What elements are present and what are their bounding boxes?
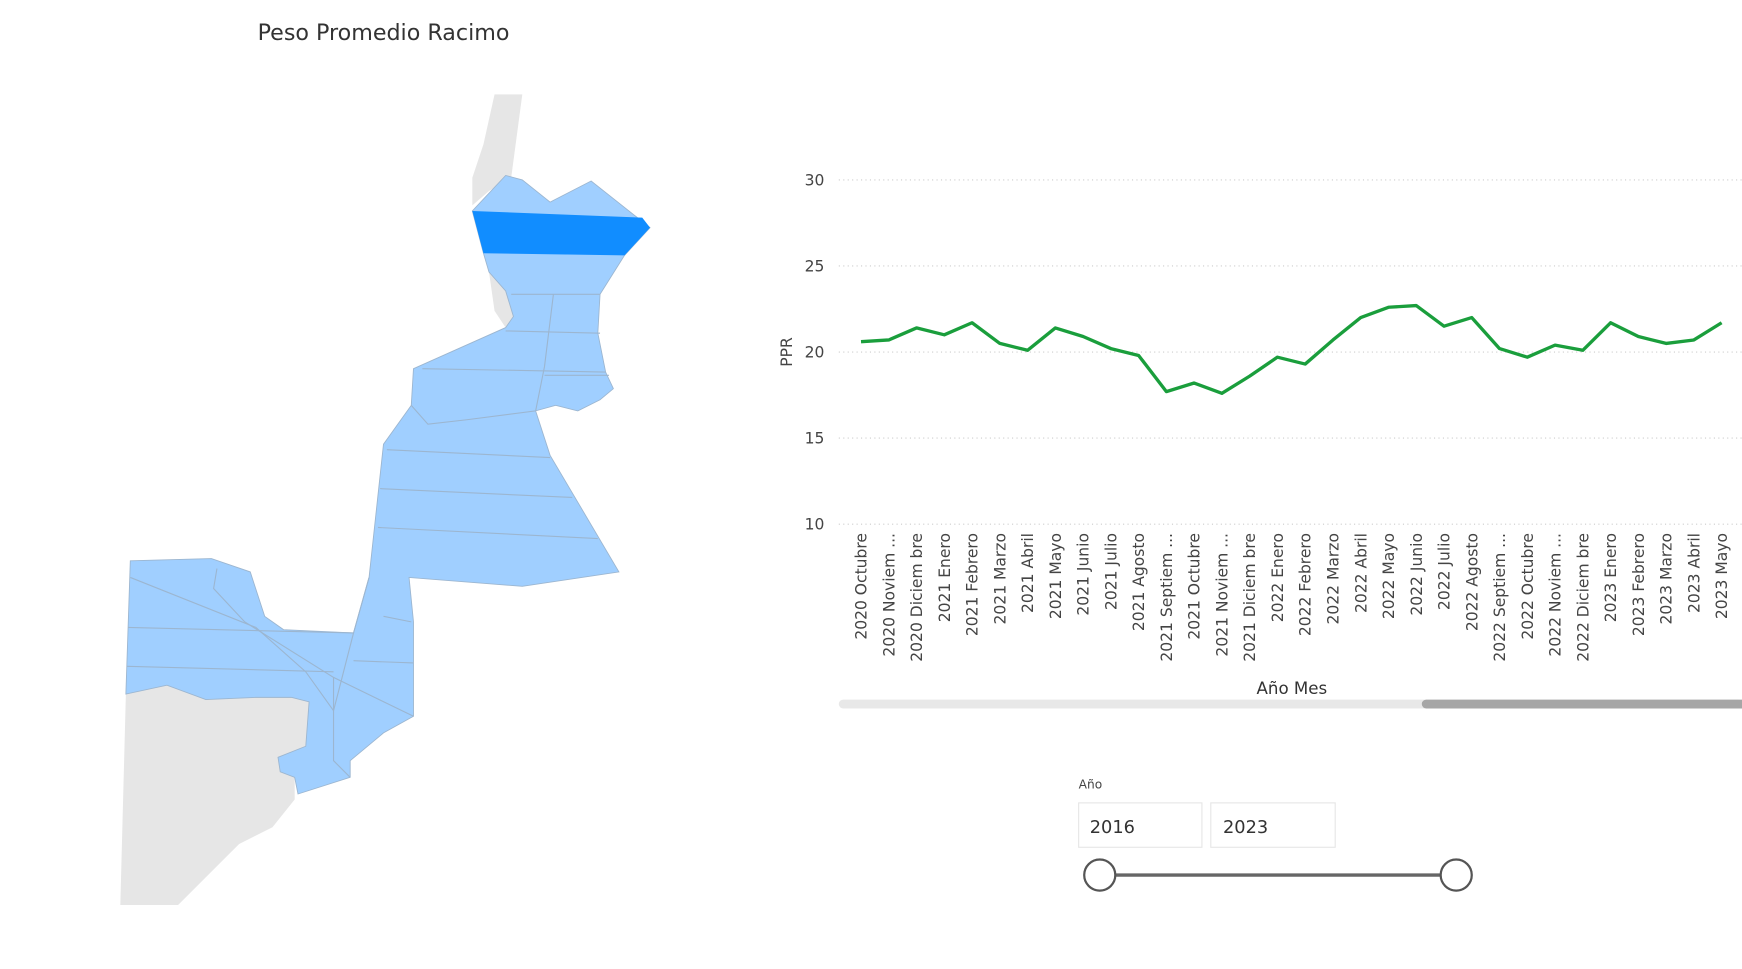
slicer-start: 2016	[1090, 818, 1135, 838]
x-tick-label: 2022 Julio	[1436, 533, 1454, 610]
x-tick-label: 2020 Noviem ...	[880, 533, 898, 657]
x-tick-label: 2022 Febrero	[1297, 533, 1315, 636]
y-tick-label: 25	[805, 258, 825, 276]
slicer: Año 2016 2023	[1078, 777, 1473, 892]
x-tick-label: 2022 Junio	[1408, 533, 1426, 616]
x-tick-label: 2023 Abril	[1685, 533, 1703, 613]
x-tick-label: 2020 Octubre	[853, 533, 871, 640]
map-region-selected[interactable]	[472, 210, 651, 256]
line	[860, 303, 1723, 395]
slider-handle[interactable]	[1439, 858, 1473, 892]
x-tick-label: 2021 Agosto	[1130, 533, 1148, 631]
y-tick-label: 15	[805, 430, 825, 448]
x-tick-label: 2023 Mayo	[1713, 533, 1731, 619]
x-tick-label: 2021 Marzo	[991, 533, 1009, 624]
x-tick-label: 2020 Diciem bre	[908, 533, 926, 662]
x-tick-label: 2022 Noviem ...	[1547, 533, 1565, 657]
slicer-label: Año	[1079, 777, 1103, 791]
y-axis-title: PPR	[778, 337, 796, 367]
slicer-end-box[interactable]	[1210, 802, 1336, 848]
map-region-grey	[120, 685, 310, 906]
y-tick-label: 20	[805, 344, 825, 362]
x-tick-label: 2023 Enero	[1602, 533, 1620, 622]
y-tick-label: 30	[805, 171, 825, 189]
map-region-grey	[488, 272, 514, 328]
y-tick-label: 10	[805, 516, 825, 534]
x-tick-label: 2021 Junio	[1075, 533, 1093, 616]
x-tick-label: 2022 Abril	[1352, 533, 1370, 613]
map-title: Peso Promedio Racimo	[258, 20, 510, 46]
x-tick-label: 2022 Mayo	[1380, 533, 1398, 619]
x-tick-label: 2021 Septiem ...	[1158, 533, 1176, 662]
x-tick-label: 2021 Abril	[1019, 533, 1037, 613]
x-tick-label: 2021 Mayo	[1047, 533, 1065, 619]
x-tick-label: 2021 Noviem ...	[1213, 533, 1231, 657]
x-tick-label: 2023 Febrero	[1630, 533, 1648, 636]
map-region[interactable]	[125, 174, 651, 795]
x-tick-label: 2022 Diciem bre	[1574, 533, 1592, 662]
x-tick-label: 2021 Octubre	[1186, 533, 1204, 640]
map	[120, 94, 651, 906]
scrollbar-thumb[interactable]	[1421, 699, 1742, 709]
x-tick-label: 2022 Octubre	[1519, 533, 1537, 640]
x-tick-label: 2022 Marzo	[1325, 533, 1343, 624]
map-borders	[126, 293, 609, 778]
x-tick-label: 2021 Julio	[1102, 533, 1120, 610]
x-tick-label: 2022 Agosto	[1463, 533, 1481, 631]
x-tick-label: 2021 Diciem bre	[1241, 533, 1259, 662]
x-tick-label: 2021 Enero	[936, 533, 954, 622]
slicer-end: 2023	[1223, 818, 1268, 838]
slicer-start-box[interactable]	[1078, 802, 1203, 848]
x-tick-label: 2022 Septiem ...	[1491, 533, 1509, 662]
slider-handle[interactable]	[1083, 858, 1117, 892]
x-tick-label: 2021 Febrero	[964, 533, 982, 636]
x-tick-label: 2022 Enero	[1269, 533, 1287, 622]
x-tick-label: 2023 Marzo	[1658, 533, 1676, 624]
line-chart: PPR Año Mes 10 15 20 25 30 2020 Octubre 2020 N…	[778, 171, 1742, 709]
x-axis-title: Año Mes	[1257, 679, 1328, 698]
